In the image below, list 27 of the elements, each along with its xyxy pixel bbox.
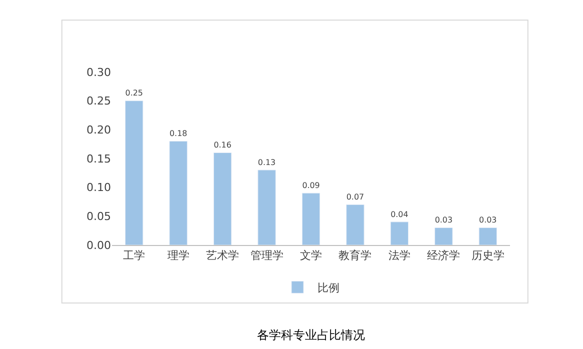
bar xyxy=(434,227,453,245)
bar xyxy=(213,152,232,245)
x-tick-label: 教育学 xyxy=(338,249,372,262)
y-tick-label: 0.05 xyxy=(86,210,111,224)
bar xyxy=(478,227,497,245)
y-tick-label: 0.10 xyxy=(86,181,111,194)
x-tick-label: 文学 xyxy=(300,249,322,262)
bar xyxy=(302,192,320,245)
y-tick-label: 0.15 xyxy=(86,152,111,166)
x-tick-label: 管理学 xyxy=(250,249,284,262)
x-tick-label: 经济学 xyxy=(427,249,460,262)
bar xyxy=(258,170,276,245)
y-tick-label: 0.20 xyxy=(86,124,111,137)
x-tick-label: 历史学 xyxy=(471,249,504,262)
x-tick-label: 工学 xyxy=(123,249,146,262)
text: 各学科专业占比情况 xyxy=(257,328,365,342)
x-tick-label: 艺术学 xyxy=(206,249,240,262)
bar xyxy=(169,140,188,245)
bar xyxy=(390,222,409,245)
bar xyxy=(346,204,364,245)
y-tick-label: 0.25 xyxy=(86,94,111,108)
legend-label: 比例 xyxy=(318,281,340,294)
x-tick-label: 理学 xyxy=(167,249,190,262)
x-tick-label: 法学 xyxy=(388,249,410,262)
y-tick-label: 0.30 xyxy=(86,66,111,79)
bar xyxy=(125,100,144,245)
y-tick-label: 0.00 xyxy=(86,238,111,252)
